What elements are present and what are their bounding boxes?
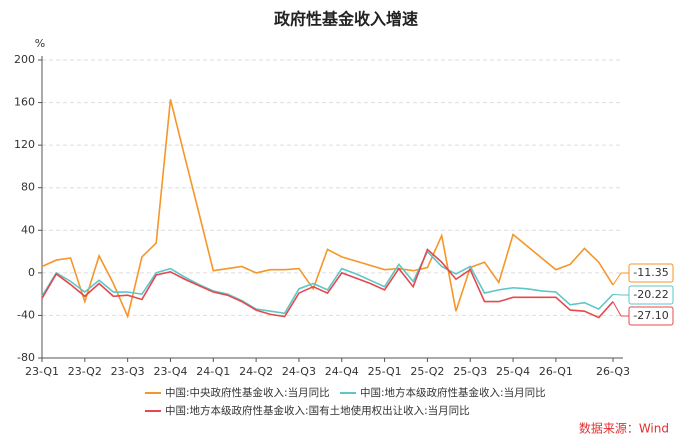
x-tick-label: 23-Q2 [68,365,102,378]
y-tick-label: 40 [21,223,35,236]
x-tick-label: 26-Q3 [596,365,630,378]
x-tick-label: 24-Q4 [325,365,359,378]
series-line [41,250,614,315]
legend-label: 中国:地方本级政府性基金收入:当月同比 [360,386,546,399]
y-tick-label: -80 [17,351,35,364]
series-line [41,248,614,319]
x-tick-label: 24-Q3 [282,365,316,378]
y-tick-label: 120 [14,138,35,151]
y-tick-label: 0 [28,266,35,279]
label-connector [612,272,629,286]
x-tick-label: 26-Q1 [539,365,573,378]
x-tick-label: 25-Q1 [368,365,402,378]
series-line [41,99,614,320]
y-tick-label: 200 [14,53,35,66]
legend-label: 中国:地方本级政府性基金收入:国有土地使用权出让收入:当月同比 [165,404,470,417]
label-box [628,306,674,326]
y-unit: % [35,37,45,50]
end-label: -27.10 [633,309,668,322]
label-connector [612,293,629,296]
y-tick-label: -40 [17,308,35,321]
legend-label: 中国:中央政府性基金收入:当月同比 [165,386,330,399]
x-tick-label: 24-Q1 [196,365,230,378]
label-connector [612,301,629,317]
label-box [628,263,674,283]
x-tick-label: 25-Q2 [410,365,444,378]
label-box [628,285,674,305]
end-label: -20.22 [633,288,668,301]
x-tick-label: 24-Q2 [239,365,273,378]
x-tick-label: 23-Q1 [25,365,59,378]
end-label: -11.35 [633,266,668,279]
chart-title: 政府性基金收入增速 [274,10,418,29]
x-tick-label: 23-Q3 [111,365,145,378]
x-tick-label: 25-Q3 [453,365,487,378]
x-tick-label: 23-Q4 [153,365,187,378]
source: 数据来源：Wind [579,421,669,436]
y-tick-label: 160 [14,96,35,109]
y-tick-label: 80 [21,181,35,194]
x-tick-label: 25-Q4 [496,365,530,378]
